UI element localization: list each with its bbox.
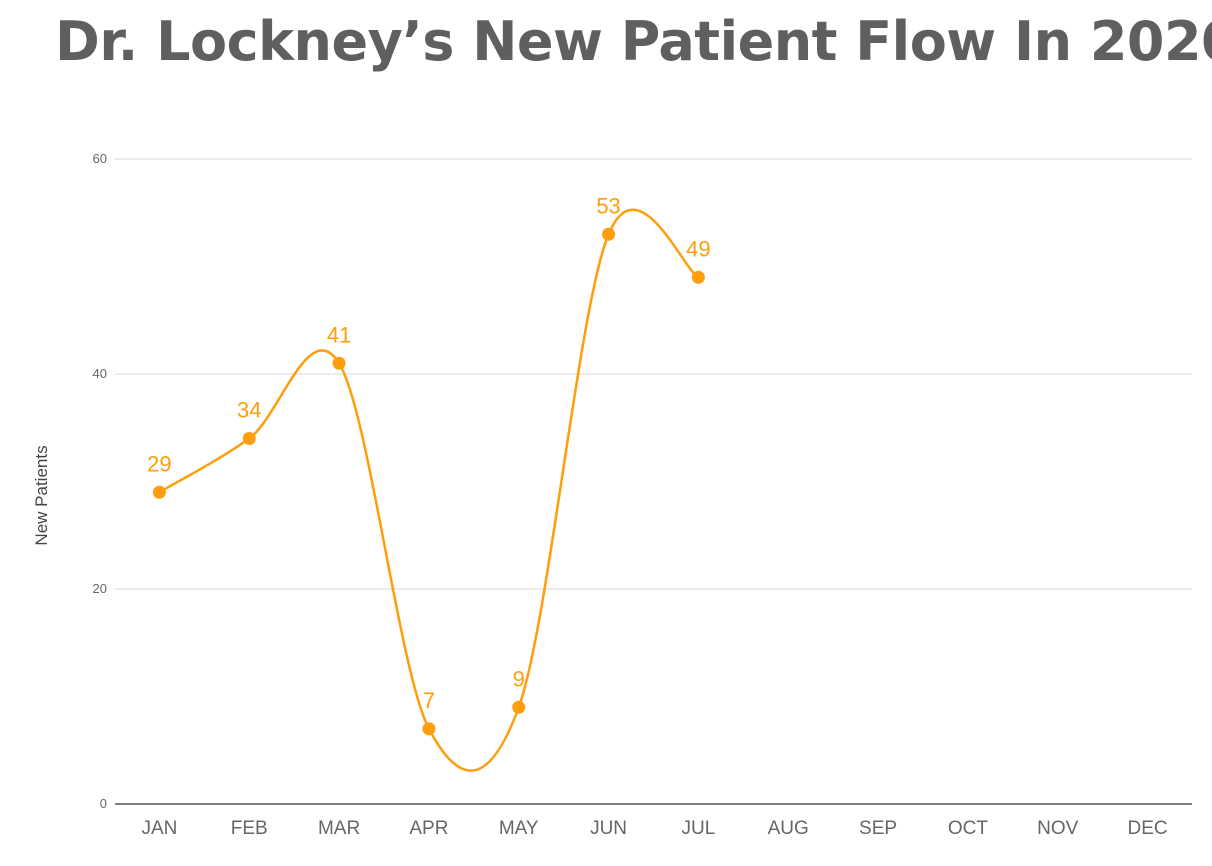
data-label: 53 — [596, 193, 620, 218]
x-tick-label: NOV — [1037, 818, 1079, 839]
y-tick-label: 20 — [93, 581, 107, 596]
data-label: 34 — [237, 398, 261, 423]
x-tick-label: FEB — [231, 818, 268, 839]
data-label: 7 — [423, 688, 435, 713]
data-label: 41 — [327, 322, 351, 347]
y-tick-label: 40 — [93, 366, 107, 381]
x-axis-ticks: JAN FEB MAR APR MAY JUN JUL AUG SEP OCT NOV DEC — [141, 818, 1167, 839]
gridlines — [115, 158, 1192, 805]
x-tick-label: JUN — [590, 818, 627, 839]
data-label: 29 — [147, 451, 171, 476]
x-tick-label: JUL — [681, 818, 715, 839]
y-axis-label: New Patients — [32, 445, 51, 545]
x-tick-label: JAN — [141, 818, 177, 839]
x-tick-label: MAY — [499, 818, 539, 839]
axis-titles: New Patients — [32, 445, 51, 545]
x-tick-label: APR — [409, 818, 448, 839]
x-tick-label: AUG — [768, 818, 809, 839]
x-tick-label: OCT — [948, 818, 989, 839]
data-point — [512, 700, 526, 714]
x-tick-label: MAR — [318, 818, 360, 839]
data-point — [332, 356, 346, 370]
x-tick-label: DEC — [1127, 818, 1167, 839]
data-point — [602, 227, 616, 241]
series-line — [158, 208, 700, 772]
data-point — [152, 485, 166, 499]
data-point — [691, 270, 705, 284]
y-tick-label: 60 — [93, 151, 107, 166]
data-label: 9 — [513, 666, 525, 691]
y-axis-ticks: 0 20 40 60 — [93, 151, 107, 811]
data-point — [422, 722, 436, 736]
data-point — [242, 432, 256, 445]
series-layer — [152, 208, 705, 772]
data-labels: 29 34 41 7 9 53 49 — [147, 193, 710, 713]
data-label: 49 — [686, 236, 710, 261]
x-tick-label: SEP — [859, 818, 897, 839]
y-tick-label: 0 — [100, 796, 107, 811]
chart-title: Dr. Lockney’s New Patient Flow In 2020 — [55, 10, 1212, 73]
